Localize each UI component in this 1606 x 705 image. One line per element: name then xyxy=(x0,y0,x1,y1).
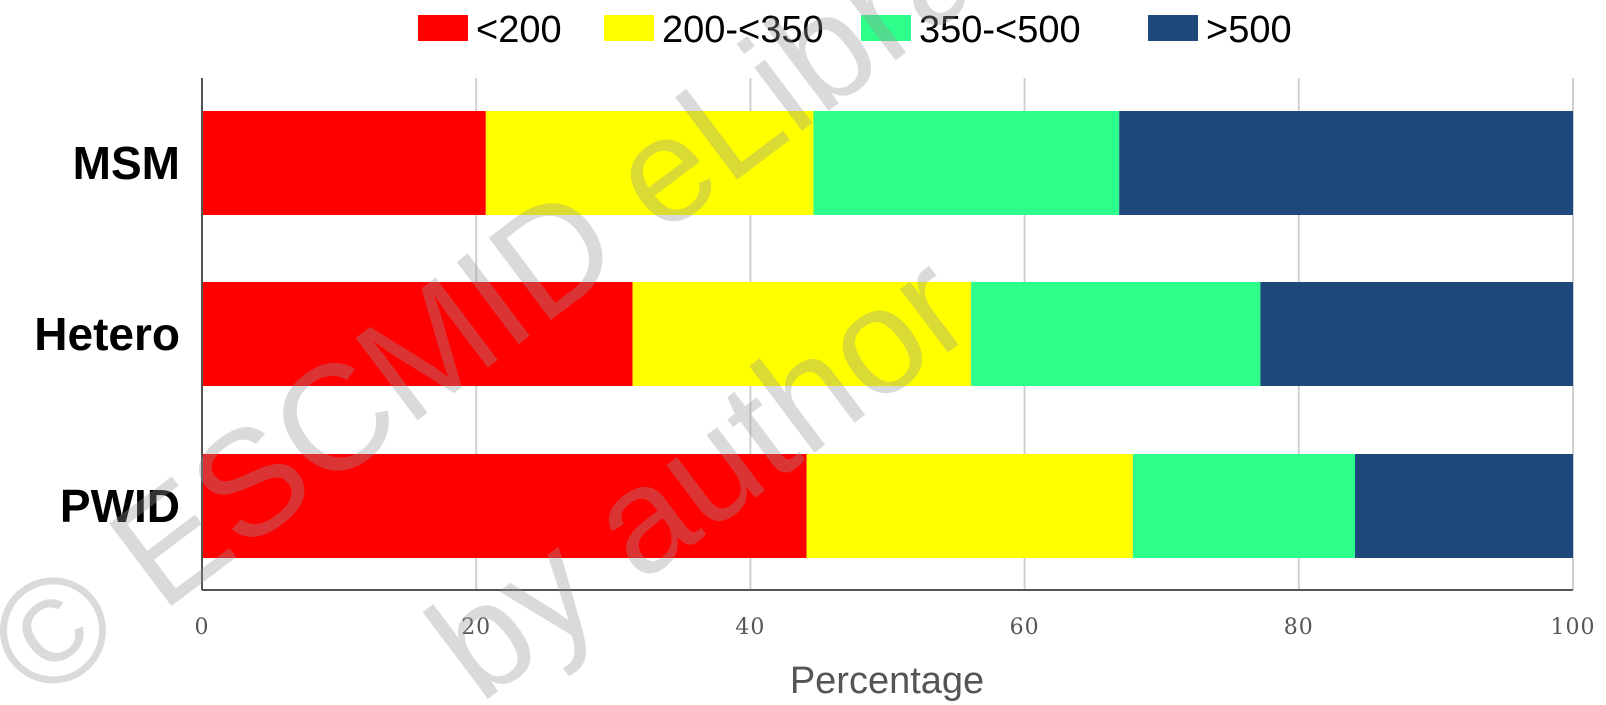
bar-segment-hetero-1 xyxy=(202,282,633,386)
bar-segment-hetero-4 xyxy=(1260,282,1573,386)
legend-label: >500 xyxy=(1206,9,1292,51)
legend-label: <200 xyxy=(476,9,562,51)
bar-segment-hetero-2 xyxy=(632,282,972,386)
axes xyxy=(201,78,1573,591)
category-labels: MSM Hetero PWID xyxy=(34,137,180,532)
x-tick-label: 80 xyxy=(1284,615,1314,640)
category-label: Hetero xyxy=(34,308,180,360)
bar-segment-msm-1 xyxy=(202,111,486,215)
x-tick-label: 40 xyxy=(735,615,765,640)
x-tick-label: 20 xyxy=(461,615,491,640)
category-label: PWID xyxy=(60,480,180,532)
legend: <200 200-<350 350-<500 >500 xyxy=(418,9,1292,51)
bar-segment-pwid-3 xyxy=(1132,454,1356,558)
legend-swatch xyxy=(418,15,468,41)
x-axis-title: Percentage xyxy=(790,660,984,702)
x-tick-label: 60 xyxy=(1010,615,1040,640)
legend-swatch xyxy=(861,15,911,41)
bar-segment-msm-2 xyxy=(485,111,814,215)
x-tick-label: 100 xyxy=(1551,615,1596,640)
bar-segment-hetero-3 xyxy=(971,282,1261,386)
x-tick-labels: 0 20 40 60 80 100 xyxy=(195,615,1596,640)
bar-segment-pwid-1 xyxy=(202,454,807,558)
x-tick-label: 0 xyxy=(195,615,210,640)
category-label: MSM xyxy=(73,137,180,189)
bars xyxy=(202,111,1573,558)
bar-segment-pwid-2 xyxy=(806,454,1133,558)
legend-label: 200-<350 xyxy=(662,9,824,51)
legend-swatch xyxy=(1148,15,1198,41)
legend-swatch xyxy=(604,15,654,41)
bar-segment-msm-3 xyxy=(813,111,1120,215)
bar-segment-pwid-4 xyxy=(1355,454,1573,558)
legend-label: 350-<500 xyxy=(919,9,1081,51)
bar-segment-msm-4 xyxy=(1119,111,1573,215)
